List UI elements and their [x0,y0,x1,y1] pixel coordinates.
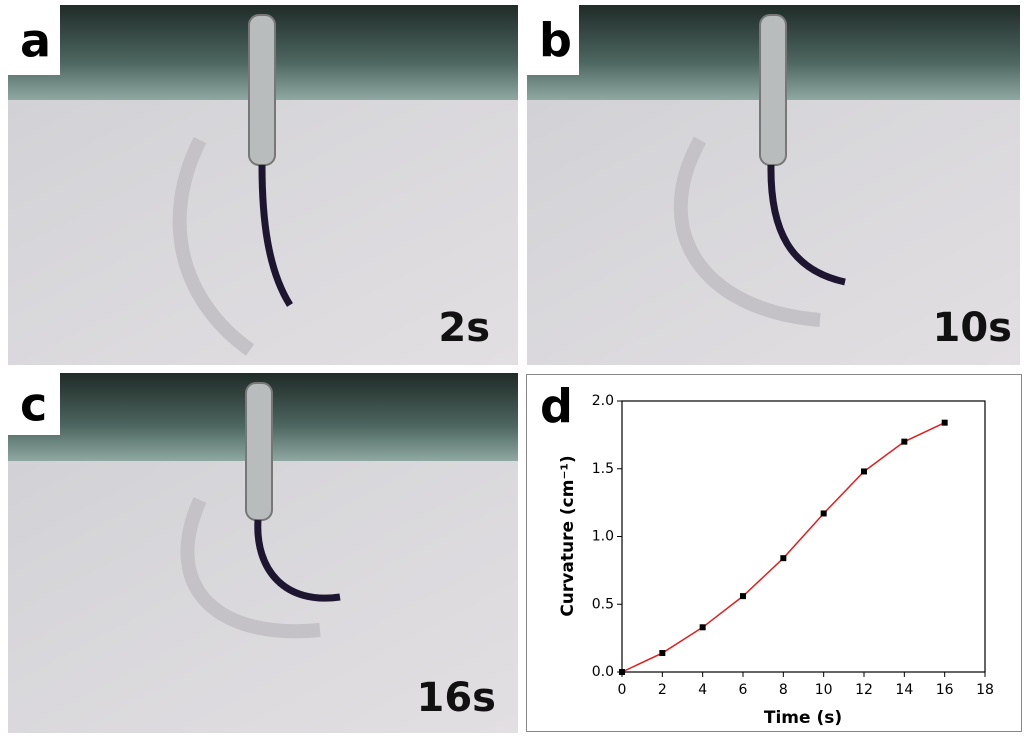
x-axis-title: Time (s) [764,708,842,728]
x-tick-label: 16 [936,682,954,698]
panel-label: d [540,380,573,434]
x-tick-label: 18 [976,682,994,698]
y-tick-label: 1.0 [592,529,614,545]
y-axis-title: Curvature (cm⁻¹) [558,455,578,616]
time-label: 2s [438,305,490,351]
data-point [699,624,706,631]
data-point [780,555,787,562]
x-tick-label: 2 [658,682,667,698]
y-tick-label: 2.0 [592,393,614,409]
data-point [619,669,625,675]
time-label: 10s [933,305,1012,351]
photo-c [8,373,518,733]
x-tick-label: 6 [739,682,748,698]
photo-b [527,5,1020,365]
y-tick-label: 1.5 [592,461,614,477]
label-box [527,5,579,75]
y-tick-label: 0.5 [592,596,614,612]
data-point [941,419,948,426]
x-tick-label: 0 [618,682,627,698]
panel-label: a [20,14,51,68]
data-point [659,650,666,657]
data-point [861,468,867,475]
x-tick-label: 10 [815,682,833,698]
data-point [901,438,908,445]
data-point [740,593,746,600]
x-tick-label: 12 [855,682,873,698]
data-point [820,510,827,517]
y-tick-label: 0.0 [592,664,614,680]
panel-label: b [539,14,572,68]
photo-a [8,5,518,365]
panel-label: c [20,378,47,432]
time-label: 16s [417,675,496,721]
label-box [8,5,60,75]
x-tick-label: 8 [779,682,788,698]
label-box [8,373,60,435]
x-tick-label: 14 [895,682,913,698]
x-tick-label: 4 [698,682,707,698]
